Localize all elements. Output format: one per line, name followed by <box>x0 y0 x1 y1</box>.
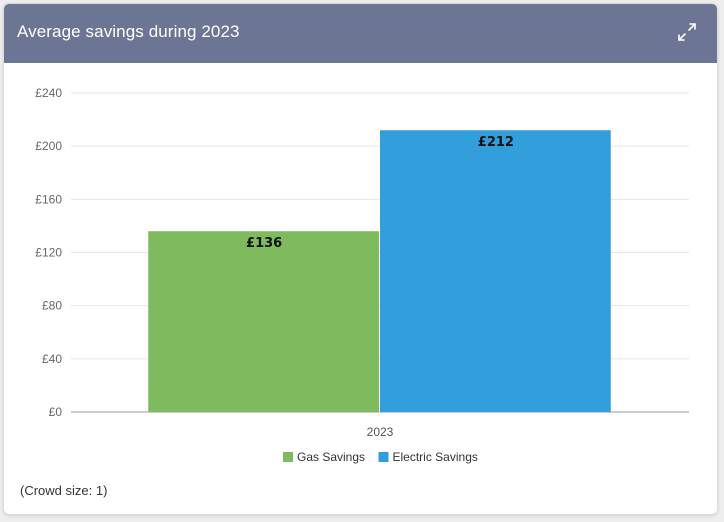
data-label: £136 <box>246 236 282 251</box>
legend-swatch <box>378 452 389 462</box>
legend-item[interactable]: Gas Savings <box>283 450 365 464</box>
y-tick-label: £160 <box>35 192 62 206</box>
expand-icon[interactable] <box>675 20 699 44</box>
x-category-label: 2023 <box>367 425 394 439</box>
card-title: Average savings during 2023 <box>17 22 240 41</box>
legend-label: Gas Savings <box>297 450 365 464</box>
y-tick-label: £40 <box>42 352 62 366</box>
y-tick-label: £80 <box>42 299 62 313</box>
data-label: £212 <box>478 135 514 150</box>
data-labels: £136 £212 <box>246 135 514 251</box>
legend-label: Electric Savings <box>393 450 478 464</box>
bar-gas-savings[interactable] <box>148 231 379 412</box>
x-axis-categories: 2023 <box>367 425 394 439</box>
crowd-size-note: (Crowd size: 1) <box>20 483 108 498</box>
legend-item[interactable]: Electric Savings <box>378 450 478 464</box>
y-tick-label: £240 <box>35 86 62 100</box>
y-tick-label: £120 <box>35 246 62 260</box>
card-header: Average savings during 2023 <box>4 4 717 63</box>
bar-chart: £0 £40 £80 £120 £160 £200 £240 £136 £212 2023 G… <box>35 86 689 464</box>
bars <box>148 130 611 412</box>
expand-icon-graphic <box>678 23 696 41</box>
y-axis-ticks: £0 £40 £80 £120 £160 £200 £240 <box>35 86 62 419</box>
legend: Gas Savings Electric Savings <box>283 450 478 464</box>
y-tick-label: £200 <box>35 139 62 153</box>
legend-swatch <box>283 452 293 462</box>
chart-card: Average savings during 2023 £0 £40 £80 £120… <box>3 3 718 515</box>
y-tick-label: £0 <box>49 405 63 419</box>
bar-electric-savings[interactable] <box>380 130 611 412</box>
